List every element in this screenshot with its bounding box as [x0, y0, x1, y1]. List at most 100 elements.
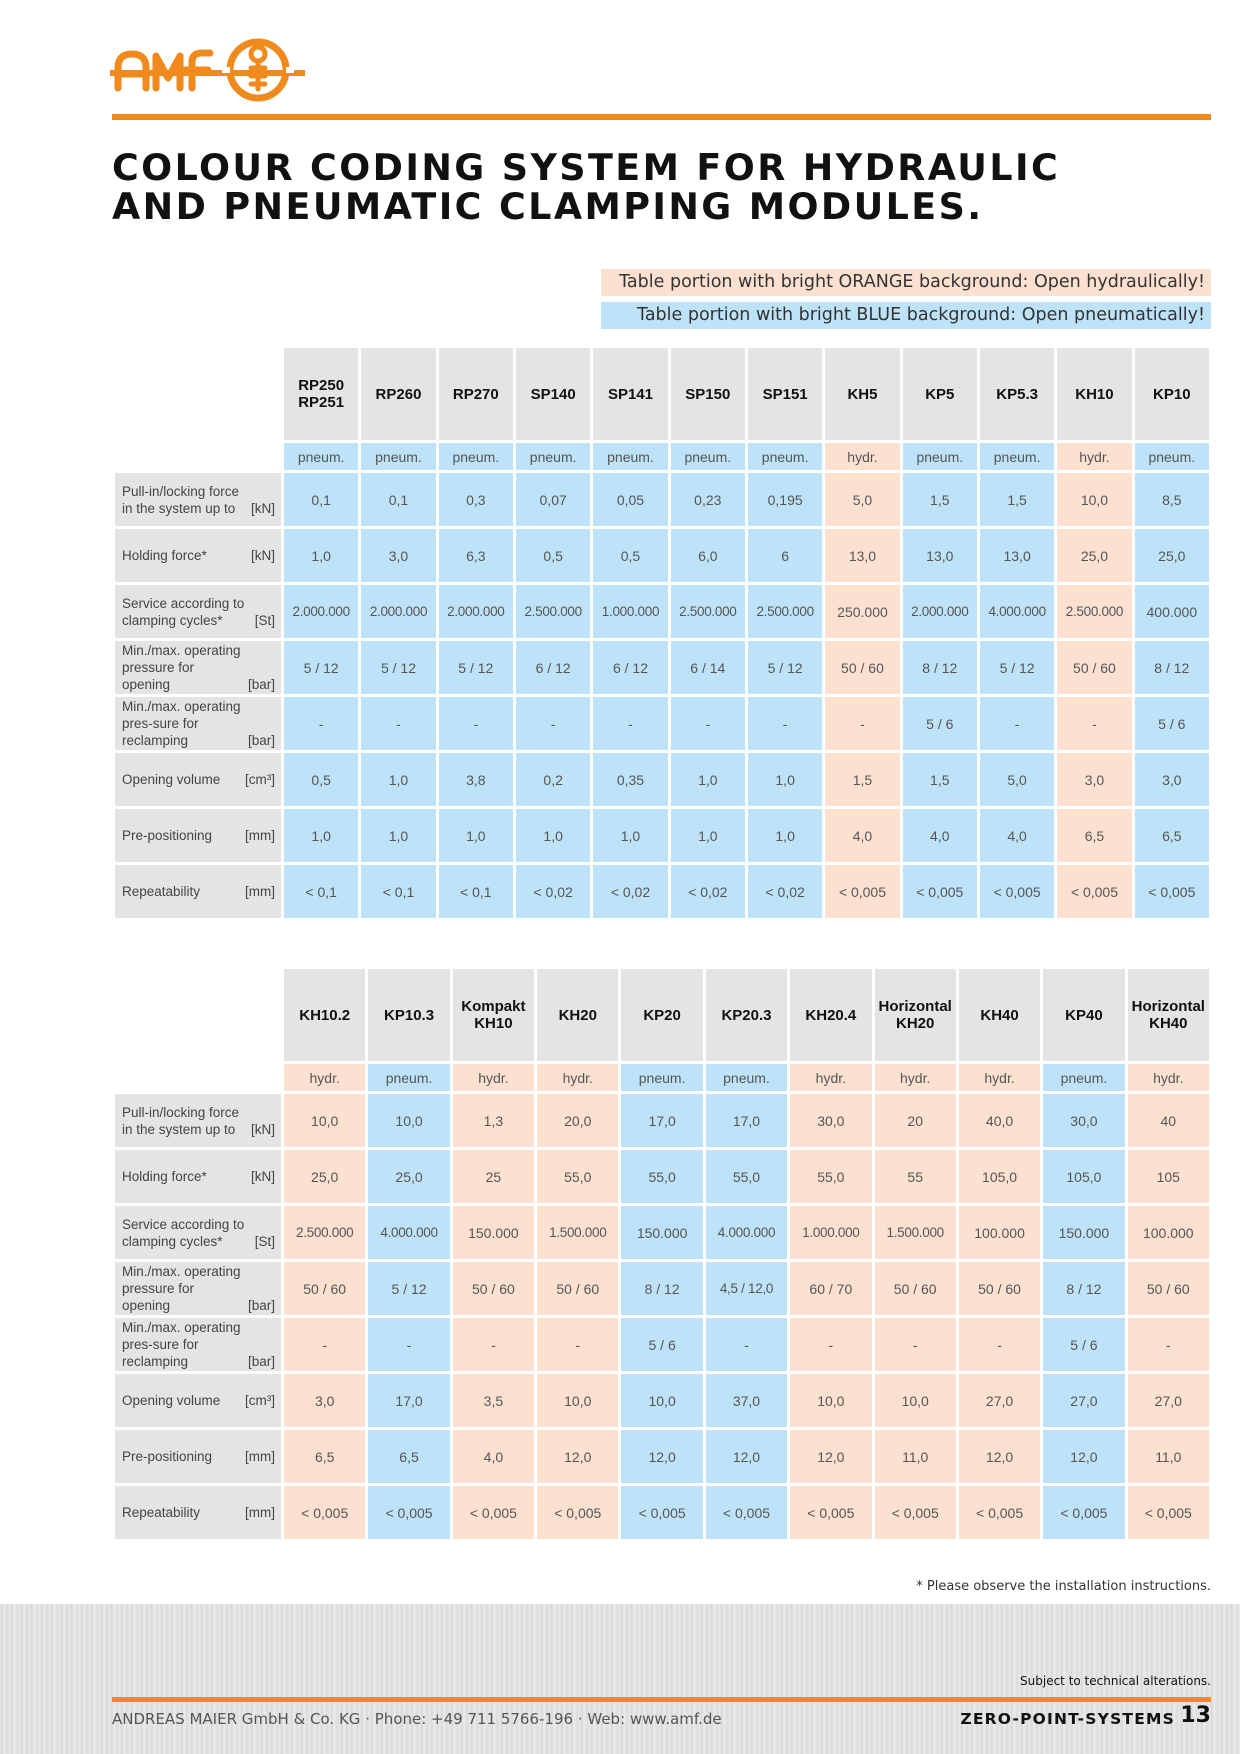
model-name: Kompakt KH10: [452, 969, 535, 1061]
table-cell: 8,5: [1134, 473, 1209, 526]
table-cell: 0,1: [361, 473, 436, 526]
table-row: Pre-positioning [mm] 6,5 6,5 4,0 12,0 12,0 12,0…: [115, 1430, 1209, 1483]
subject-note: Subject to technical alterations.: [1020, 1674, 1211, 1688]
actuation-type: hydr.: [825, 443, 900, 470]
row-label: Repeatability [mm]: [115, 1486, 281, 1539]
title-line-2: AND PNEUMATIC CLAMPING MODULES.: [112, 185, 984, 228]
row-label-wrap: Min./max. operating pressure for opening…: [122, 1263, 275, 1314]
table-cell: 2.000.000: [902, 585, 977, 638]
table-cell: 55,0: [537, 1150, 619, 1203]
legend-pneumatic: Table portion with bright BLUE backgroun…: [601, 302, 1211, 329]
row-unit: [kN]: [250, 548, 275, 563]
spec-table-2: KH10.2 KP10.3 Kompakt KH10 KH20 KP20 KP20.3 KH…: [112, 966, 1212, 1542]
table-cell: 50 / 60: [874, 1262, 956, 1315]
table-cell: 6 / 12: [593, 641, 668, 694]
model-name: SP140: [515, 348, 591, 440]
row-label-wrap: Repeatability [mm]: [122, 883, 275, 900]
table-cell: -: [1057, 697, 1132, 750]
table-cell: 1,3: [452, 1094, 535, 1147]
footnote: * Please observe the installation instru…: [916, 1579, 1211, 1594]
table-cell: 3,0: [284, 1374, 366, 1427]
title-line-1: COLOUR CODING SYSTEM FOR HYDRAULIC: [112, 146, 1061, 189]
page-title: COLOUR CODING SYSTEM FOR HYDRAULIC AND P…: [112, 148, 1212, 226]
actuation-type: pneum.: [368, 1064, 450, 1091]
row-unit: [kN]: [250, 500, 275, 516]
model-name: KH40: [958, 969, 1041, 1061]
table-cell: 4,0: [979, 809, 1055, 862]
row-label-wrap: Pre-positioning [mm]: [122, 827, 275, 844]
table-cell: 6,0: [670, 529, 745, 582]
table-cell: -: [361, 697, 436, 750]
model-name: SP151: [747, 348, 823, 440]
table-row: Pull-in/locking force in the system up t…: [115, 473, 1209, 526]
table-cell: 2.500.000: [747, 585, 823, 638]
table-cell: 3,8: [438, 753, 513, 806]
table-cell: 2.500.000: [515, 585, 591, 638]
table-cell: 2.500.000: [670, 585, 745, 638]
table-cell: 0,3: [438, 473, 513, 526]
table-cell: 10,0: [621, 1374, 703, 1427]
table-cell: 1,0: [438, 809, 513, 862]
actuation-type: hydr.: [1057, 443, 1132, 470]
row-label-wrap: Pre-positioning [mm]: [122, 1448, 275, 1465]
table-cell: 0,05: [593, 473, 668, 526]
table-cell: 20,0: [537, 1094, 619, 1147]
header-rule: [112, 114, 1211, 120]
table-cell: < 0,1: [438, 865, 513, 918]
actuation-type: pneum.: [593, 443, 668, 470]
model-name: KP5.3: [979, 348, 1055, 440]
model-header-row: KH10.2 KP10.3 Kompakt KH10 KH20 KP20 KP20.3 KH…: [115, 969, 1209, 1061]
row-label: Pull-in/locking force in the system up t…: [115, 1094, 281, 1147]
table-cell: 8 / 12: [1134, 641, 1209, 694]
table-cell: 27,0: [1127, 1374, 1209, 1427]
table-cell: < 0,005: [790, 1486, 872, 1539]
table-row: Repeatability [mm] < 0,005 < 0,005 < 0,005 < …: [115, 1486, 1209, 1539]
table-cell: 2.500.000: [284, 1206, 366, 1259]
row-label-wrap: Min./max. operating pres-sure for reclam…: [122, 1319, 275, 1370]
model-name: KP20: [621, 969, 703, 1061]
table-cell: < 0,02: [593, 865, 668, 918]
table-cell: 25: [452, 1150, 535, 1203]
table-cell: -: [452, 1318, 535, 1371]
table-cell: 50 / 60: [958, 1262, 1041, 1315]
table-cell: -: [284, 697, 359, 750]
table-cell: 27,0: [958, 1374, 1041, 1427]
row-unit: [bar]: [247, 733, 275, 748]
row-label-text: Service according to clamping cycles*: [122, 1216, 245, 1249]
row-unit: [bar]: [247, 1298, 275, 1313]
table-cell: -: [284, 1318, 366, 1371]
model-name: RP260: [361, 348, 436, 440]
section-name: ZERO-POINT-SYSTEMS: [960, 1710, 1175, 1728]
model-name: KH10: [1057, 348, 1132, 440]
table-cell: 105,0: [1043, 1150, 1125, 1203]
model-name: RP250 RP251: [284, 348, 359, 440]
table-cell: 100.000: [1127, 1206, 1209, 1259]
row-label: Opening volume [cm³]: [115, 1374, 281, 1427]
table-cell: 100.000: [958, 1206, 1041, 1259]
table-cell: 55,0: [621, 1150, 703, 1203]
table-cell: < 0,005: [705, 1486, 788, 1539]
table-cell: -: [368, 1318, 450, 1371]
table-cell: 1,5: [902, 473, 977, 526]
table-cell: 1,0: [284, 529, 359, 582]
table-cell: 40: [1127, 1094, 1209, 1147]
actuation-type: pneum.: [670, 443, 745, 470]
row-label: Holding force* [kN]: [115, 1150, 281, 1203]
footer-band: [0, 1604, 1240, 1754]
row-label: Min./max. operating pres-sure for reclam…: [115, 1318, 281, 1371]
table-cell: 20: [874, 1094, 956, 1147]
model-name: KP40: [1043, 969, 1125, 1061]
table-cell: 0,07: [515, 473, 591, 526]
model-name: Horizontal KH20: [874, 969, 956, 1061]
table-cell: < 0,1: [361, 865, 436, 918]
table-cell: 6,5: [1057, 809, 1132, 862]
table-cell: 1.500.000: [874, 1206, 956, 1259]
table-cell: 5,0: [979, 753, 1055, 806]
table-row: Holding force* [kN] 1,0 3,0 6,3 0,5 0,5 6,0 6 13,…: [115, 529, 1209, 582]
table-cell: 4,5 / 12,0: [705, 1262, 788, 1315]
table-cell: < 0,005: [1134, 865, 1209, 918]
table-cell: 25,0: [368, 1150, 450, 1203]
table-cell: 1,0: [670, 809, 745, 862]
table-cell: 12,0: [537, 1430, 619, 1483]
model-name: KP10.3: [368, 969, 450, 1061]
